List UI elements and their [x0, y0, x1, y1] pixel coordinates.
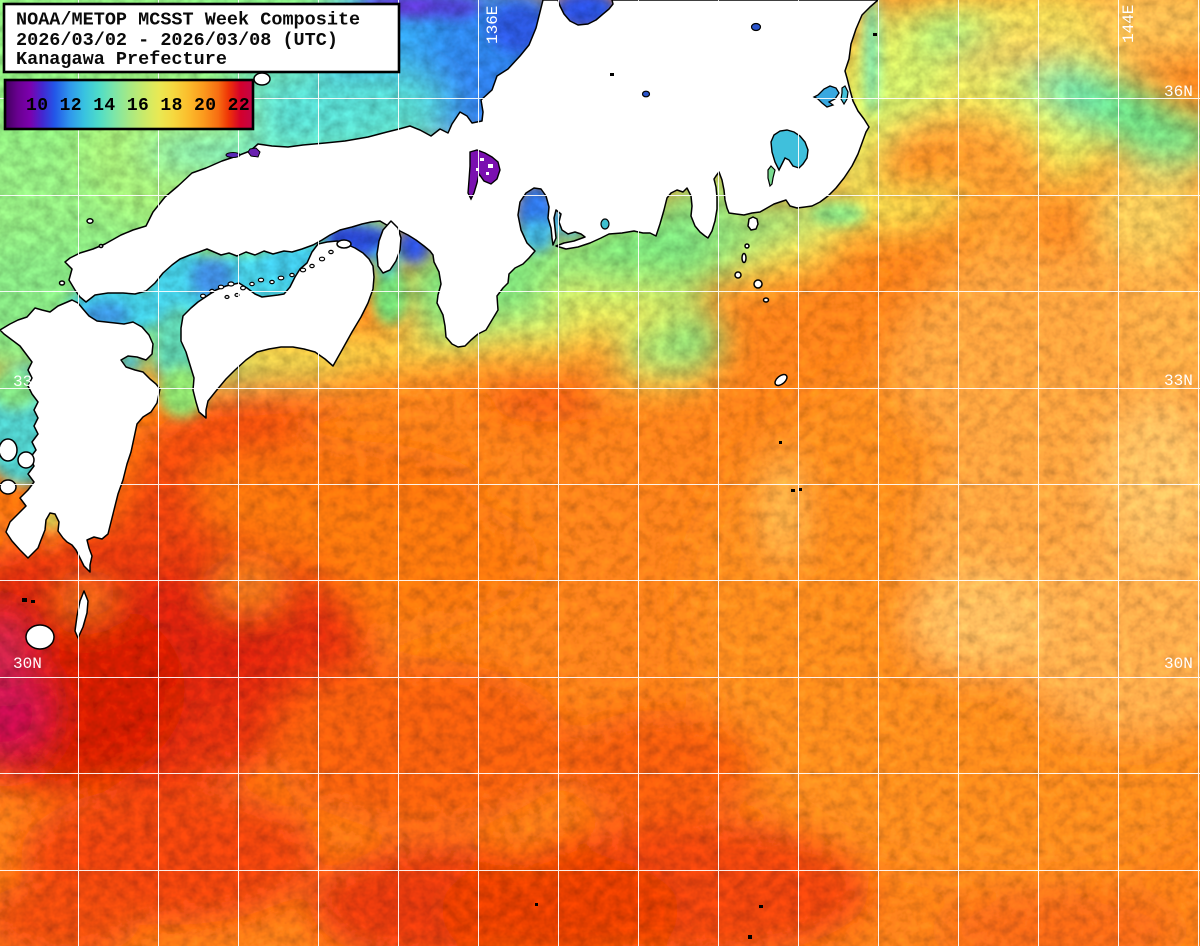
svg-text:10 12 14 16 18 20 22: 10 12 14 16 18 20 22 — [26, 96, 250, 116]
svg-text:2026/03/02 - 2026/03/08 (UTC): 2026/03/02 - 2026/03/08 (UTC) — [16, 30, 338, 51]
svg-text:33N: 33N — [13, 373, 42, 391]
svg-text:136E: 136E — [484, 6, 502, 44]
svg-text:33N: 33N — [1164, 372, 1193, 390]
svg-text:30N: 30N — [13, 655, 42, 673]
svg-text:NOAA/METOP MCSST Week Composit: NOAA/METOP MCSST Week Composite — [16, 10, 360, 31]
svg-text:144E: 144E — [1120, 5, 1138, 43]
svg-text:30N: 30N — [1164, 655, 1193, 673]
svg-text:36N: 36N — [1164, 83, 1193, 101]
svg-text:Kanagawa Prefecture: Kanagawa Prefecture — [16, 49, 227, 70]
